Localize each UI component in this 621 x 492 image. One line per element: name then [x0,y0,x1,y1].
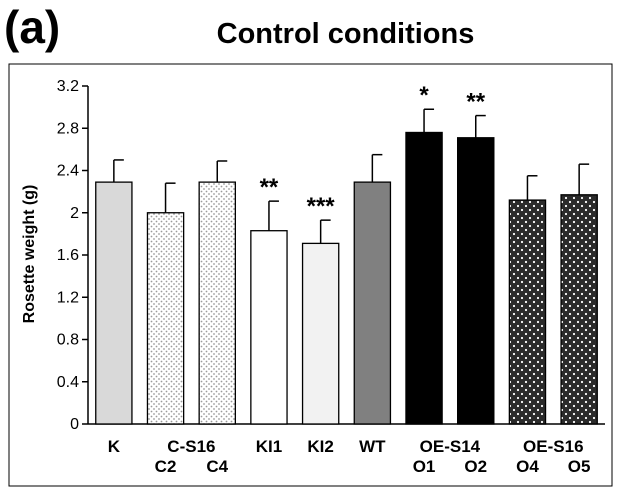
y-tick-label: 1.6 [57,247,79,264]
x-sub-label: O4 [516,457,539,476]
y-axis-label: Rosette weight (g) [21,185,38,324]
x-group-label: WT [359,437,386,456]
bar-WT [353,181,392,425]
x-sub-label: O5 [568,457,591,476]
bar-C2 [146,212,185,425]
x-group-label: KI1 [256,437,282,456]
bar-O5 [560,194,598,425]
significance-label: * [419,82,429,109]
chart-border [8,63,613,487]
y-tick-label: 2.4 [57,163,79,180]
bar-KI2 [301,242,340,425]
bar-K [95,181,133,425]
x-sub-label: C2 [155,457,177,476]
y-tick-label: 1.2 [57,289,79,306]
bars: ****** ** [95,82,598,425]
significance-label: ** [466,89,485,116]
bar-O2 [457,137,495,425]
y-tick-label: 3.2 [57,78,79,95]
labels: K C-S16 KI1 KI2 WT OE-S14 OE-S16 C2 C4 O1 O2 O4 O5 [108,437,591,476]
x-sub-label: O2 [464,457,487,476]
y-tick-label: 2.8 [57,120,79,137]
bar-O1 [405,131,443,425]
panel-label: (a) [4,1,61,53]
bar-KI1 [250,230,288,425]
significance-label: *** [307,193,336,220]
bar-C4 [198,181,236,425]
x-group-label: OE-S16 [523,437,583,456]
x-sub-label: O1 [413,457,436,476]
bar-O4 [508,199,547,425]
x-sub-label: C4 [206,457,228,476]
y-tick-label: 2 [70,205,79,222]
y-tick-label: 0.4 [57,374,79,391]
x-group-label: C-S16 [167,437,215,456]
x-group-label: OE-S14 [420,437,481,456]
x-group-label: K [108,437,121,456]
x-group-label: KI2 [307,437,333,456]
significance-label: ** [260,174,279,201]
y-tick-label: 0 [70,416,79,433]
chart-title: Control conditions [216,18,475,50]
y-tick-label: 0.8 [57,332,79,349]
